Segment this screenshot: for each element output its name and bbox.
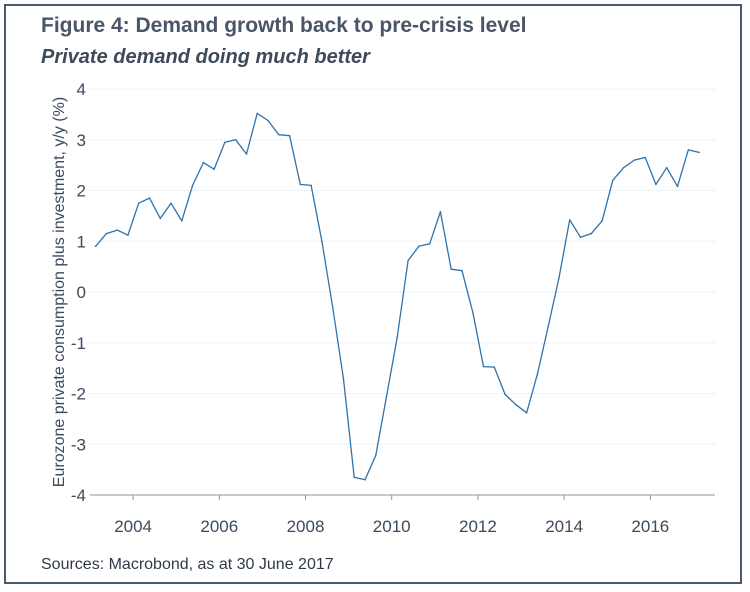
figure-frame — [4, 4, 742, 584]
y-tick-label: -1 — [71, 334, 86, 353]
data-point — [127, 234, 129, 236]
data-point — [461, 269, 463, 272]
data-point — [633, 159, 636, 161]
x-tick-label: 2006 — [200, 517, 238, 536]
data-point — [590, 232, 593, 235]
data-point — [450, 268, 453, 271]
y-tick-label: 4 — [77, 80, 86, 99]
data-point — [655, 183, 657, 186]
data-point — [439, 211, 442, 213]
y-tick-label: 3 — [77, 131, 86, 150]
data-point — [676, 185, 679, 188]
series-line — [95, 112, 700, 481]
data-point — [364, 479, 366, 481]
x-tick-label: 2012 — [459, 517, 497, 536]
data-point — [601, 220, 603, 222]
data-point — [105, 232, 108, 235]
data-point — [525, 412, 528, 414]
data-point — [256, 112, 259, 115]
series-group — [94, 112, 700, 481]
data-point — [224, 141, 226, 144]
y-tick-label: 2 — [77, 182, 86, 201]
data-point — [310, 184, 312, 187]
data-point — [159, 217, 162, 220]
data-point — [612, 179, 614, 182]
data-point — [181, 220, 183, 222]
figure-subtitle: Private demand doing much better — [41, 46, 370, 68]
data-point — [94, 245, 97, 248]
data-point — [698, 151, 700, 154]
data-point — [278, 133, 280, 136]
data-point — [622, 166, 625, 169]
figure-title: Figure 4: Demand growth back to pre-cris… — [41, 14, 527, 37]
data-point — [568, 219, 571, 221]
data-point — [202, 161, 205, 164]
data-point — [116, 229, 118, 231]
data-point — [482, 365, 485, 368]
data-point — [137, 202, 140, 204]
x-tick-label: 2010 — [373, 517, 411, 536]
y-axis-label: Eurozone private consumption plus invest… — [51, 97, 68, 487]
data-point — [321, 240, 323, 243]
data-point — [385, 395, 388, 397]
x-tick-label: 2016 — [631, 517, 669, 536]
x-tick-label: 2004 — [114, 517, 152, 536]
data-point — [644, 156, 646, 159]
y-tick-label: -4 — [71, 486, 86, 505]
data-point — [418, 245, 420, 248]
data-point — [515, 403, 517, 406]
x-tick-label: 2014 — [545, 517, 583, 536]
data-point — [687, 149, 690, 151]
data-point — [299, 183, 302, 186]
data-point — [407, 259, 409, 262]
data-point — [472, 311, 474, 314]
x-tick-label: 2008 — [287, 517, 325, 536]
data-point — [375, 454, 377, 457]
data-point — [267, 119, 269, 122]
data-point — [536, 373, 539, 376]
data-point — [396, 335, 399, 338]
y-axis-ticks: -4 -3 -2 -1 0 1 2 3 4 — [71, 80, 86, 505]
data-point — [288, 134, 291, 137]
data-point — [148, 197, 151, 199]
y-tick-label: 0 — [77, 283, 86, 302]
data-point — [331, 306, 334, 309]
data-point — [353, 476, 356, 479]
data-point — [191, 184, 194, 187]
grid-lines — [90, 88, 715, 445]
y-tick-label: 1 — [77, 232, 86, 251]
data-point — [170, 202, 172, 204]
data-point — [213, 168, 215, 170]
data-point — [558, 277, 560, 279]
x-axis-ticks: 2004 2006 2008 2010 2012 2014 2016 — [114, 495, 669, 536]
data-point — [504, 393, 506, 396]
y-tick-label: -3 — [71, 435, 86, 454]
source-note: Sources: Macrobond, as at 30 June 2017 — [41, 556, 334, 573]
data-point — [234, 139, 237, 141]
data-point — [493, 366, 496, 368]
data-point — [428, 243, 431, 245]
data-point — [245, 153, 248, 155]
data-point — [342, 377, 345, 380]
y-tick-label: -2 — [71, 385, 86, 404]
data-point — [547, 325, 549, 328]
data-point — [579, 236, 582, 238]
data-point — [665, 166, 668, 169]
